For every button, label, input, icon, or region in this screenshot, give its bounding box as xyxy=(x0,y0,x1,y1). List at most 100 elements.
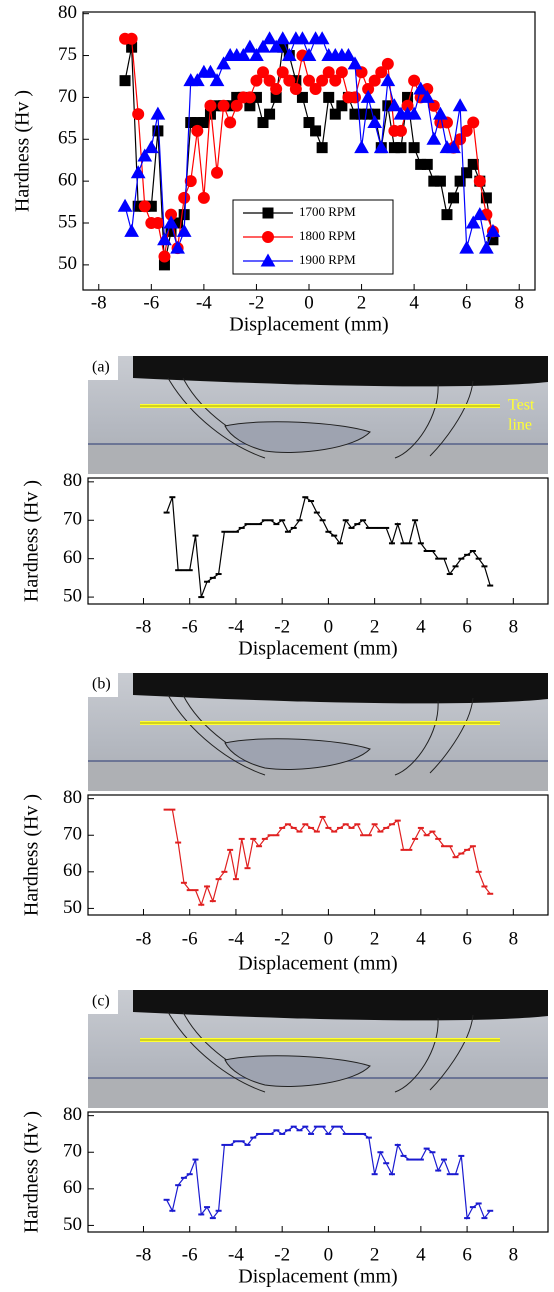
marker xyxy=(143,140,159,154)
marker xyxy=(459,240,475,254)
marker xyxy=(314,31,330,45)
marker xyxy=(434,175,446,187)
marker xyxy=(485,223,501,237)
marker xyxy=(257,66,270,79)
x-axis-label: Displacement (mm) xyxy=(238,638,397,660)
marker xyxy=(217,99,230,112)
y-tick-label: 80 xyxy=(58,2,77,23)
y-tick-label: 55 xyxy=(58,211,77,232)
marker xyxy=(124,223,139,237)
marker xyxy=(191,124,204,137)
marker xyxy=(150,106,166,120)
marker xyxy=(387,98,402,112)
marker xyxy=(348,91,361,104)
marker xyxy=(235,48,251,62)
marker xyxy=(250,74,263,87)
marker xyxy=(347,56,363,70)
marker xyxy=(209,73,225,87)
x-tick-label: 8 xyxy=(509,928,519,949)
marker xyxy=(452,98,468,112)
marker xyxy=(421,158,433,170)
marker xyxy=(263,74,276,87)
y-tick-label: 60 xyxy=(63,860,82,881)
marker xyxy=(368,74,381,87)
y-tick-label: 70 xyxy=(63,509,82,530)
marker xyxy=(472,207,488,221)
marker xyxy=(276,66,289,79)
x-tick-label: 0 xyxy=(324,1244,334,1265)
x-tick-label: -6 xyxy=(182,616,198,637)
marker xyxy=(336,100,348,112)
legend-marker xyxy=(262,231,274,243)
marker xyxy=(296,91,308,103)
marker xyxy=(224,116,237,129)
legend-marker xyxy=(260,253,276,267)
marker xyxy=(230,99,243,112)
x-tick-label: 2 xyxy=(370,1244,380,1265)
marker xyxy=(243,91,256,104)
micrograph-nugget xyxy=(224,421,371,453)
panel-label-box xyxy=(88,673,118,697)
marker xyxy=(132,108,145,121)
marker xyxy=(467,116,480,129)
marker xyxy=(441,209,453,221)
marker xyxy=(309,83,322,96)
marker xyxy=(341,48,356,62)
plot-frame xyxy=(87,1111,549,1233)
marker xyxy=(151,217,164,230)
plot-frame xyxy=(87,794,549,916)
x-tick-label: 4 xyxy=(416,928,426,949)
legend-marker xyxy=(262,207,274,219)
marker xyxy=(249,48,264,62)
y-tick-label: 70 xyxy=(63,1141,82,1162)
x-tick-label: 6 xyxy=(462,292,472,313)
x-tick-label: -6 xyxy=(182,928,198,949)
marker xyxy=(473,175,486,188)
marker xyxy=(381,57,394,70)
x-axis-label: Displacement (mm) xyxy=(229,314,388,336)
y-tick-label: 70 xyxy=(58,86,77,107)
marker xyxy=(264,108,276,120)
x-tick-label: 0 xyxy=(324,616,334,637)
micrograph-flow xyxy=(167,1011,474,1093)
marker xyxy=(380,73,396,87)
marker xyxy=(406,106,422,120)
micrograph-flow xyxy=(167,377,474,459)
y-tick-label: 50 xyxy=(58,253,77,274)
marker xyxy=(137,148,153,162)
marker xyxy=(467,158,479,170)
marker xyxy=(316,142,328,154)
marker xyxy=(373,140,389,154)
x-tick-label: 4 xyxy=(409,292,419,313)
marker xyxy=(394,124,407,137)
marker xyxy=(130,165,146,179)
x-tick-label: -2 xyxy=(274,1244,290,1265)
marker xyxy=(275,31,291,45)
micrograph-nugget xyxy=(224,1055,371,1087)
marker xyxy=(255,39,271,53)
marker xyxy=(152,125,164,137)
x-tick-label: 2 xyxy=(370,928,380,949)
x-tick-label: -6 xyxy=(182,1244,198,1265)
marker xyxy=(170,240,185,254)
marker xyxy=(316,74,329,87)
y-tick-label: 50 xyxy=(63,1214,82,1235)
x-tick-label: 0 xyxy=(324,928,334,949)
marker xyxy=(360,89,376,103)
marker xyxy=(257,117,269,129)
x-tick-label: -8 xyxy=(136,928,152,949)
x-tick-label: -4 xyxy=(196,292,212,313)
marker xyxy=(295,31,310,45)
micrograph-flow xyxy=(167,694,474,776)
legend-label: 1800 RPM xyxy=(299,228,356,243)
marker xyxy=(117,198,133,212)
panel-label: (b) xyxy=(92,676,111,693)
marker xyxy=(216,56,231,70)
y-tick-label: 80 xyxy=(63,787,82,808)
x-tick-label: -4 xyxy=(228,1244,244,1265)
marker xyxy=(413,81,429,95)
x-tick-label: -4 xyxy=(228,928,244,949)
marker xyxy=(303,74,315,87)
marker xyxy=(446,140,461,154)
marker xyxy=(242,39,258,53)
